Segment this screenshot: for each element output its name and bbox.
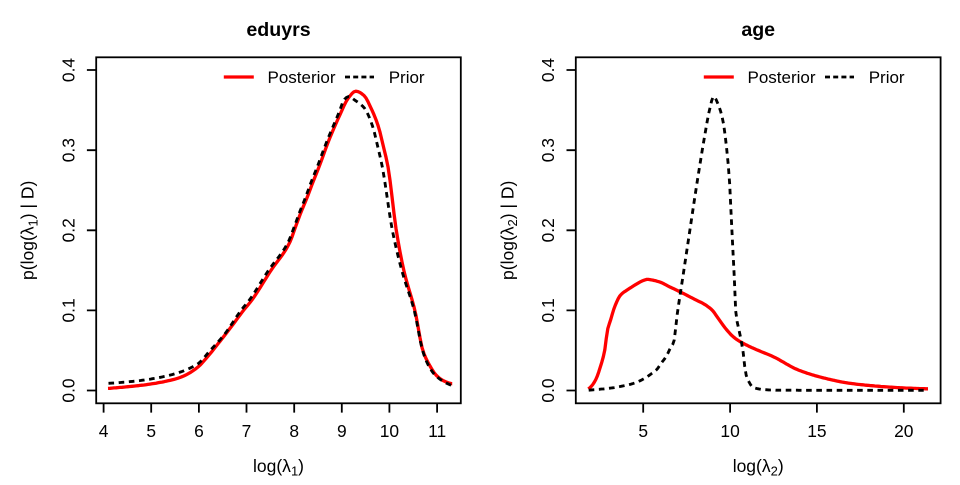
svg-text:0.1: 0.1 bbox=[538, 298, 558, 322]
svg-text:0.3: 0.3 bbox=[538, 138, 558, 162]
svg-text:9: 9 bbox=[337, 421, 347, 441]
svg-text:Posterior: Posterior bbox=[748, 68, 816, 87]
svg-text:5: 5 bbox=[638, 421, 648, 441]
svg-text:Prior: Prior bbox=[869, 68, 905, 87]
svg-text:10: 10 bbox=[720, 421, 739, 441]
svg-text:0.0: 0.0 bbox=[59, 378, 79, 402]
svg-text:p(log(λ1) | D): p(log(λ1) | D) bbox=[18, 181, 41, 280]
svg-text:Posterior: Posterior bbox=[268, 68, 336, 87]
svg-text:0.0: 0.0 bbox=[538, 378, 558, 402]
svg-text:11: 11 bbox=[428, 421, 446, 441]
svg-text:Prior: Prior bbox=[389, 68, 425, 87]
svg-text:p(log(λ2) | D): p(log(λ2) | D) bbox=[497, 181, 520, 280]
svg-text:0.2: 0.2 bbox=[538, 218, 558, 242]
svg-text:7: 7 bbox=[242, 421, 252, 441]
svg-text:8: 8 bbox=[289, 421, 299, 441]
svg-text:0.4: 0.4 bbox=[59, 58, 79, 83]
svg-text:10: 10 bbox=[380, 421, 399, 441]
svg-text:4: 4 bbox=[99, 421, 109, 441]
svg-text:0.2: 0.2 bbox=[59, 218, 79, 242]
svg-text:6: 6 bbox=[194, 421, 204, 441]
svg-text:0.4: 0.4 bbox=[538, 58, 558, 83]
svg-text:15: 15 bbox=[807, 421, 826, 441]
svg-text:0.1: 0.1 bbox=[59, 298, 79, 322]
svg-text:0.3: 0.3 bbox=[59, 138, 79, 162]
svg-text:5: 5 bbox=[146, 421, 156, 441]
svg-text:20: 20 bbox=[894, 421, 913, 441]
svg-text:age: age bbox=[741, 19, 775, 41]
svg-text:eduyrs: eduyrs bbox=[246, 19, 310, 41]
